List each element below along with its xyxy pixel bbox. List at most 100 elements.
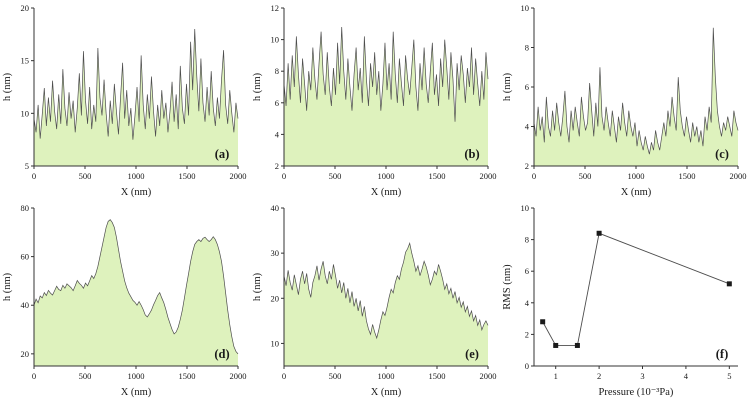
panel-label: (e) xyxy=(465,347,479,361)
panel-e: 0 500 1000 1500 2000 10 20 30 40 X (nm) h (nm) (e) xyxy=(250,200,500,400)
panel-f: 1 2 3 4 5 0 2 4 6 8 10 Pressure (10⁻³Pa) RMS (nm) (f) xyxy=(500,200,750,400)
x-tick-label: 0 xyxy=(282,371,286,381)
x-tick-label: 1000 xyxy=(128,371,145,381)
y-tick-label: 10 xyxy=(21,108,30,118)
y-tick-label: 60 xyxy=(21,252,30,262)
y-tick-label: 20 xyxy=(271,293,280,303)
x-tick-label: 2000 xyxy=(230,171,247,181)
y-tick-label: 20 xyxy=(21,3,30,13)
y-tick-label: 20 xyxy=(21,349,30,359)
square-marker xyxy=(553,342,559,348)
y-axis-label: RMS (nm) xyxy=(502,264,513,310)
x-tick-label: 1 xyxy=(554,371,558,381)
y-axis-label: h (nm) xyxy=(2,72,13,101)
y-tick-label: 2 xyxy=(525,161,529,171)
x-tick-label: 1000 xyxy=(378,371,395,381)
x-tick-label: 2000 xyxy=(480,171,497,181)
y-tick-label: 0 xyxy=(525,361,529,371)
area-fill xyxy=(34,29,238,166)
x-tick-label: 1000 xyxy=(378,171,395,181)
x-tick-label: 500 xyxy=(579,171,592,181)
square-marker xyxy=(596,230,602,236)
y-tick-label: 12 xyxy=(271,3,280,13)
profile-line xyxy=(33,29,239,140)
x-tick-label: 3 xyxy=(640,371,644,381)
y-tick-label: 80 xyxy=(21,203,30,213)
x-tick-label: 1000 xyxy=(628,171,645,181)
x-tick-label: 0 xyxy=(282,171,286,181)
x-axis-label: X (nm) xyxy=(371,187,402,198)
panel-label: (d) xyxy=(214,347,229,361)
y-tick-label: 5 xyxy=(25,161,29,171)
profile-line xyxy=(33,219,239,355)
square-marker xyxy=(540,319,546,325)
y-tick-label: 4 xyxy=(525,122,530,132)
x-tick-label: 2 xyxy=(597,371,601,381)
y-axis-label: h (nm) xyxy=(502,72,513,101)
y-tick-label: 8 xyxy=(275,66,279,76)
panel-a: 0 500 1000 1500 2000 5 10 15 20 X (nm) h (nm) (a) xyxy=(0,0,250,200)
profile-line xyxy=(283,241,489,340)
x-tick-label: 0 xyxy=(32,171,36,181)
y-axis-label: h (nm) xyxy=(2,272,13,301)
y-tick-label: 8 xyxy=(525,43,529,53)
x-tick-label: 2000 xyxy=(480,371,497,381)
panel-c: 0 500 1000 1500 2000 2 4 6 8 10 X (nm) h (nm) (c) xyxy=(500,0,750,200)
y-tick-label: 10 xyxy=(521,3,530,13)
x-axis-label: X (nm) xyxy=(371,387,402,398)
x-axis-label: X (nm) xyxy=(121,187,152,198)
panel-d: 0 500 1000 1500 2000 20 40 60 80 X (nm) h (nm) (d) xyxy=(0,200,250,400)
panel-b-chart: 0 500 1000 1500 2000 2 4 6 8 10 12 X (nm) h (nm) (b) xyxy=(252,3,497,198)
x-tick-label: 1500 xyxy=(429,371,446,381)
y-tick-label: 40 xyxy=(21,300,30,310)
area-fill xyxy=(284,26,488,167)
x-tick-label: 500 xyxy=(79,371,92,381)
panel-e-chart: 0 500 1000 1500 2000 10 20 30 40 X (nm) h (nm) (e) xyxy=(252,203,497,398)
square-marker xyxy=(574,342,580,348)
y-tick-label: 6 xyxy=(525,82,529,92)
x-tick-label: 1000 xyxy=(128,171,145,181)
panel-c-chart: 0 500 1000 1500 2000 2 4 6 8 10 X (nm) h (nm) (c) xyxy=(502,3,747,198)
x-tick-label: 0 xyxy=(32,371,36,381)
y-tick-label: 2 xyxy=(525,329,529,339)
y-tick-label: 10 xyxy=(271,338,280,348)
x-tick-label: 4 xyxy=(684,371,689,381)
panel-f-chart: 1 2 3 4 5 0 2 4 6 8 10 Pressure (10⁻³Pa) RMS (nm) (f) xyxy=(502,203,738,398)
y-tick-label: 6 xyxy=(275,98,279,108)
y-tick-label: 30 xyxy=(271,248,280,258)
x-tick-label: 2000 xyxy=(730,171,747,181)
y-axis-label: h (nm) xyxy=(252,72,263,101)
x-tick-label: 1500 xyxy=(679,171,696,181)
y-axis-label: h (nm) xyxy=(252,272,263,301)
area-fill xyxy=(534,27,738,166)
y-tick-label: 2 xyxy=(275,161,279,171)
y-tick-label: 4 xyxy=(525,298,530,308)
y-tick-label: 10 xyxy=(521,203,530,213)
x-tick-label: 5 xyxy=(727,371,731,381)
x-tick-label: 500 xyxy=(329,171,342,181)
x-tick-label: 500 xyxy=(79,171,92,181)
profile-line xyxy=(283,26,489,122)
panel-b: 0 500 1000 1500 2000 2 4 6 8 10 12 X (nm) h (nm) (b) xyxy=(250,0,500,200)
x-tick-label: 0 xyxy=(532,171,536,181)
x-axis-label: Pressure (10⁻³Pa) xyxy=(599,387,674,398)
x-axis-label: X (nm) xyxy=(121,387,152,398)
profile-line xyxy=(533,27,739,155)
panel-label: (a) xyxy=(215,147,230,161)
x-axis-label: X (nm) xyxy=(621,187,652,198)
y-tick-label: 8 xyxy=(525,235,529,245)
square-marker xyxy=(726,281,732,287)
x-tick-label: 500 xyxy=(329,371,342,381)
area-fill xyxy=(34,219,238,366)
panel-d-chart: 0 500 1000 1500 2000 20 40 60 80 X (nm) h (nm) (d) xyxy=(2,203,247,398)
rms-line xyxy=(542,232,730,346)
y-tick-label: 40 xyxy=(271,203,280,213)
y-tick-label: 10 xyxy=(271,35,280,45)
x-tick-label: 2000 xyxy=(230,371,247,381)
x-tick-label: 1500 xyxy=(179,371,196,381)
panel-a-chart: 0 500 1000 1500 2000 5 10 15 20 X (nm) h (nm) (a) xyxy=(2,3,247,198)
area-fill xyxy=(284,243,488,366)
y-tick-label: 15 xyxy=(21,56,30,66)
panel-label: (b) xyxy=(464,147,479,161)
